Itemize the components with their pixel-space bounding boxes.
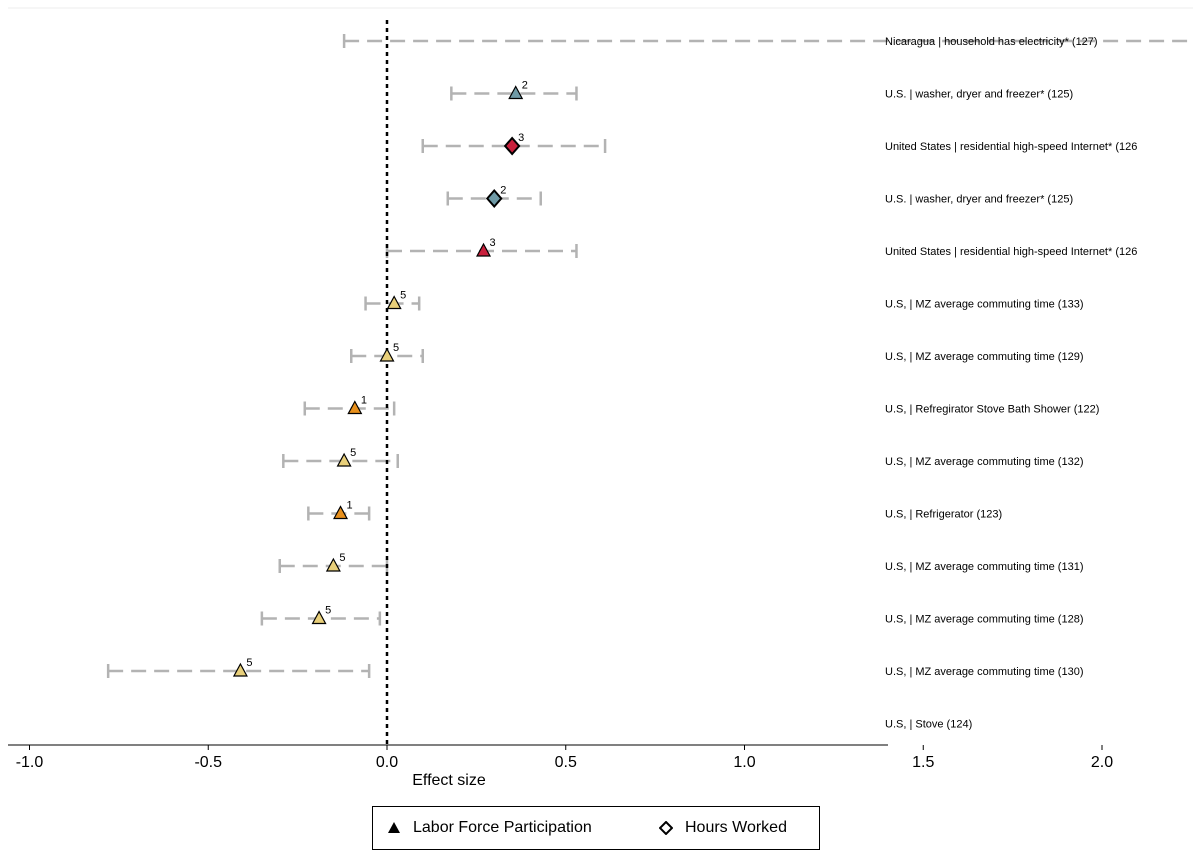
diamond-icon: [659, 821, 673, 835]
row-label: U.S, | MZ average commuting time (131): [885, 561, 1083, 573]
estimate-marker-triangle: [333, 505, 349, 520]
row-label: U.S, | MZ average commuting time (132): [885, 456, 1083, 468]
estimate-marker-triangle: [347, 400, 363, 415]
study-superscript: 5: [246, 657, 252, 669]
x-tick-label: -1.0: [16, 754, 44, 771]
estimate-marker-triangle: [476, 242, 492, 257]
x-tick-label: 0.5: [555, 754, 577, 771]
study-superscript: 1: [361, 395, 367, 407]
x-tick-label: 2.0: [1091, 754, 1113, 771]
estimate-marker-triangle: [379, 347, 395, 362]
row-label: U.S, | MZ average commuting time (130): [885, 666, 1083, 678]
study-superscript: 5: [339, 552, 345, 564]
study-superscript: 5: [400, 290, 406, 302]
row-label: United States | residential high-speed I…: [885, 141, 1137, 153]
row-label: U.S, | Stove (124): [885, 719, 972, 731]
row-label: Nicaragua | household has electricity* (…: [885, 36, 1098, 48]
study-superscript: 5: [325, 605, 331, 617]
row-label: U.S, | MZ average commuting time (128): [885, 614, 1083, 626]
legend: Labor Force Participation Hours Worked: [372, 806, 820, 850]
estimate-marker-triangle: [325, 557, 341, 572]
legend-label-labor-force: Labor Force Participation: [413, 819, 592, 836]
row-label: U.S. | washer, dryer and freezer* (125): [885, 89, 1073, 101]
study-superscript: 2: [500, 185, 506, 197]
x-tick-label: 1.5: [912, 754, 934, 771]
study-superscript: 1: [347, 500, 353, 512]
study-superscript: 3: [490, 237, 496, 249]
estimate-marker-triangle: [336, 452, 352, 467]
estimate-marker-triangle: [386, 295, 402, 310]
estimate-marker-triangle: [232, 662, 248, 677]
x-tick-label: 0.0: [376, 754, 398, 771]
row-label: U.S. | washer, dryer and freezer* (125): [885, 194, 1073, 206]
x-axis-ticks: -2.0-1.5-1.0-0.50.00.51.01.52.02.5: [16, 745, 1113, 771]
row-label: U.S, | MZ average commuting time (133): [885, 299, 1083, 311]
study-superscript: 3: [518, 132, 524, 144]
estimate-marker-triangle: [311, 610, 327, 625]
x-tick-label: -0.5: [194, 754, 222, 771]
x-axis-label: Effect size: [412, 772, 486, 789]
study-superscript: 2: [522, 80, 528, 92]
estimate-marker-diamond: [485, 188, 503, 209]
legend-label-hours-worked: Hours Worked: [685, 819, 787, 836]
row-label: U.S, | Refregirator Stove Bath Shower (1…: [885, 404, 1099, 416]
estimate-marker-triangle: [508, 85, 524, 100]
x-tick-label: 1.0: [733, 754, 755, 771]
rows-layer: Nicaragua | household has electricity* (…: [8, 7, 1193, 731]
study-superscript: 5: [350, 447, 356, 459]
study-superscript: 5: [393, 342, 399, 354]
row-label: United States | residential high-speed I…: [885, 246, 1137, 258]
row-label: U.S, | Refrigerator (123): [885, 509, 1002, 521]
row-label: U.S, | MZ average commuting time (129): [885, 351, 1083, 363]
estimate-marker-diamond: [503, 136, 521, 156]
markers-layer: 42323551515551: [232, 80, 528, 677]
triangle-icon: [388, 822, 400, 833]
